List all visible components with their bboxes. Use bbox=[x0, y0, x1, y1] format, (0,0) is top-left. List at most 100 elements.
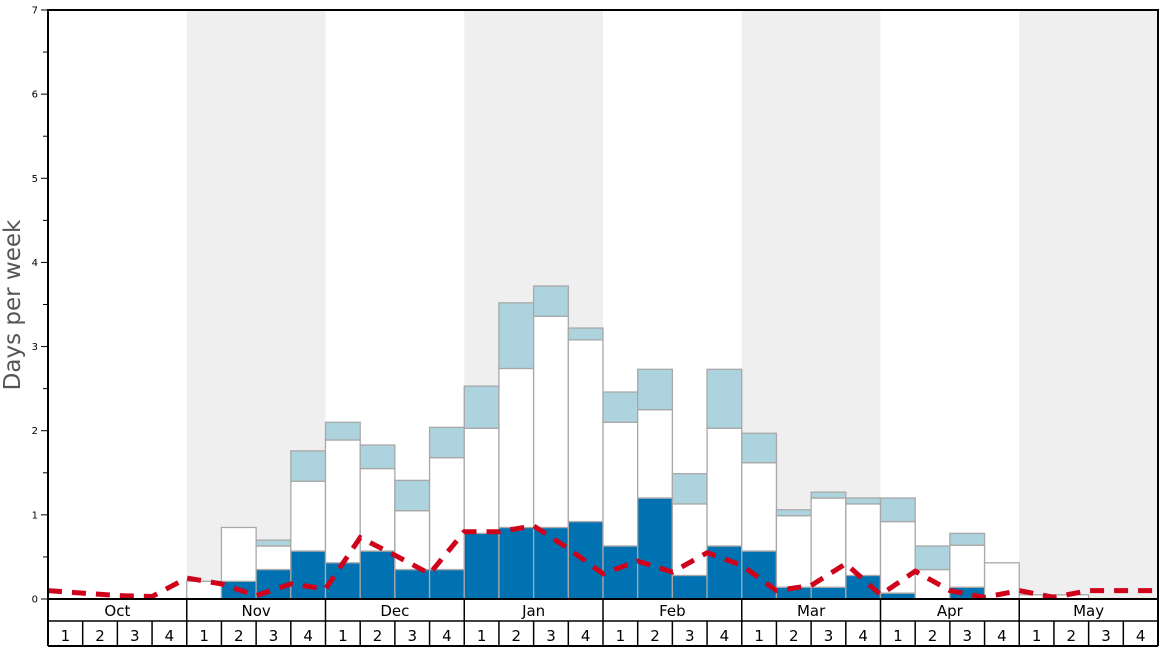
bar-segment-light-blue bbox=[706, 368, 743, 429]
bar-segment-white bbox=[949, 544, 986, 588]
bar-segment-dark-blue bbox=[428, 568, 465, 600]
week-label: 3 bbox=[269, 627, 279, 645]
week-label: 4 bbox=[303, 627, 313, 645]
y-axis: 0 1 2 3 4 5 6 7 bbox=[32, 6, 48, 606]
bar-segment-light-blue bbox=[498, 302, 535, 370]
month-label: Nov bbox=[241, 602, 270, 620]
week-label: 1 bbox=[199, 627, 209, 645]
week-label: 1 bbox=[338, 627, 348, 645]
bar-segment-white bbox=[637, 409, 674, 499]
week-label: 4 bbox=[997, 627, 1007, 645]
bar-segment-white bbox=[983, 562, 1020, 600]
week-label: 2 bbox=[1067, 627, 1077, 645]
bar-segment-white bbox=[463, 427, 500, 535]
bar-segment-light-blue bbox=[637, 368, 674, 411]
bar-segment-light-blue bbox=[845, 497, 882, 505]
bar-segment-light-blue bbox=[775, 509, 812, 517]
stacked-bars bbox=[48, 285, 1158, 600]
week-label: 4 bbox=[165, 627, 175, 645]
month-label: Mar bbox=[797, 602, 826, 620]
bar-segment-white bbox=[567, 339, 604, 523]
week-label: 2 bbox=[373, 627, 383, 645]
week-label: 2 bbox=[928, 627, 938, 645]
y-tick-label: 7 bbox=[32, 6, 38, 17]
bar-segment-white bbox=[428, 456, 465, 571]
bar-segment-dark-blue bbox=[463, 532, 500, 600]
plot-frame bbox=[47, 9, 1159, 600]
bar-segment-white bbox=[706, 427, 743, 547]
bar-segment-white bbox=[741, 462, 778, 552]
bar-segment-light-blue bbox=[949, 532, 986, 546]
week-label: 1 bbox=[61, 627, 71, 645]
y-tick-label: 6 bbox=[32, 90, 38, 101]
month-label: May bbox=[1073, 602, 1104, 620]
bar-segment-light-blue bbox=[428, 426, 465, 459]
bar-segment-dark-blue bbox=[567, 520, 604, 600]
bar-segment-white bbox=[810, 497, 847, 588]
bar-segment-dark-blue bbox=[637, 497, 674, 600]
bar-segment-dark-blue bbox=[810, 586, 847, 600]
bar-segment-light-blue bbox=[359, 444, 396, 470]
week-label: 1 bbox=[1032, 627, 1042, 645]
bar-segment-white bbox=[602, 421, 639, 547]
week-label: 2 bbox=[234, 627, 244, 645]
week-label: 1 bbox=[893, 627, 903, 645]
week-label: 1 bbox=[477, 627, 487, 645]
bar-segment-light-blue bbox=[602, 391, 639, 423]
week-label: 2 bbox=[789, 627, 799, 645]
week-label: 3 bbox=[1101, 627, 1111, 645]
bar-segment-light-blue bbox=[914, 545, 951, 571]
bar-segment-light-blue bbox=[810, 491, 847, 499]
month-band bbox=[1019, 10, 1158, 599]
y-axis-label: Days per week bbox=[0, 219, 26, 390]
week-label: 4 bbox=[442, 627, 452, 645]
y-tick-label: 2 bbox=[32, 426, 38, 437]
week-label: 4 bbox=[1136, 627, 1146, 645]
week-label: 3 bbox=[407, 627, 417, 645]
bar-segment-dark-blue bbox=[602, 545, 639, 600]
week-label: 3 bbox=[962, 627, 972, 645]
week-label: 2 bbox=[95, 627, 105, 645]
bar-segment-white bbox=[255, 545, 292, 571]
bar-segment-light-blue bbox=[741, 432, 778, 464]
month-label: Jan bbox=[521, 602, 545, 620]
month-label: Dec bbox=[380, 602, 409, 620]
bar-segment-light-blue bbox=[532, 285, 569, 317]
bar-segment-light-blue bbox=[879, 497, 916, 523]
bar-segment-white bbox=[914, 568, 951, 600]
y-tick-label: 4 bbox=[32, 258, 38, 269]
y-tick-label: 0 bbox=[32, 595, 38, 606]
bar-segment-dark-blue bbox=[394, 568, 431, 600]
bar-segment-light-blue bbox=[290, 450, 327, 482]
month-band bbox=[48, 10, 187, 599]
bar-segment-light-blue bbox=[394, 479, 431, 512]
bar-segment-dark-blue bbox=[671, 574, 708, 600]
bar-segment-dark-blue bbox=[532, 526, 569, 600]
y-tick-label: 5 bbox=[32, 174, 38, 185]
week-label: 4 bbox=[720, 627, 730, 645]
bar-segment-light-blue bbox=[567, 327, 604, 341]
x-axis-month-week-labels: Oct 1 2 3 4 Nov 1 2 3 4 Dec 1 2 3 4 Jan 1 2 3 4 Feb 1 2 3 4 Mar 1 2… bbox=[47, 599, 1159, 647]
week-label: 1 bbox=[754, 627, 764, 645]
bar-segment-light-blue bbox=[671, 472, 708, 505]
bar-segment-white bbox=[220, 526, 257, 582]
bar-segment-dark-blue bbox=[359, 550, 396, 600]
week-label: 1 bbox=[616, 627, 626, 645]
week-label: 2 bbox=[512, 627, 522, 645]
bar-segment-light-blue bbox=[324, 421, 361, 441]
week-label: 4 bbox=[858, 627, 868, 645]
bar-segment-white bbox=[290, 480, 327, 552]
bar-segment-dark-blue bbox=[290, 550, 327, 600]
bar-segment-light-blue bbox=[255, 539, 292, 547]
y-tick-label: 1 bbox=[32, 510, 38, 521]
week-label: 3 bbox=[546, 627, 556, 645]
month-label: Feb bbox=[659, 602, 686, 620]
week-label: 2 bbox=[650, 627, 660, 645]
month-label: Oct bbox=[104, 602, 130, 620]
week-label: 4 bbox=[581, 627, 591, 645]
bar-segment-white bbox=[845, 503, 882, 577]
average-dashed-line bbox=[47, 523, 1158, 600]
month-label: Apr bbox=[937, 602, 964, 620]
